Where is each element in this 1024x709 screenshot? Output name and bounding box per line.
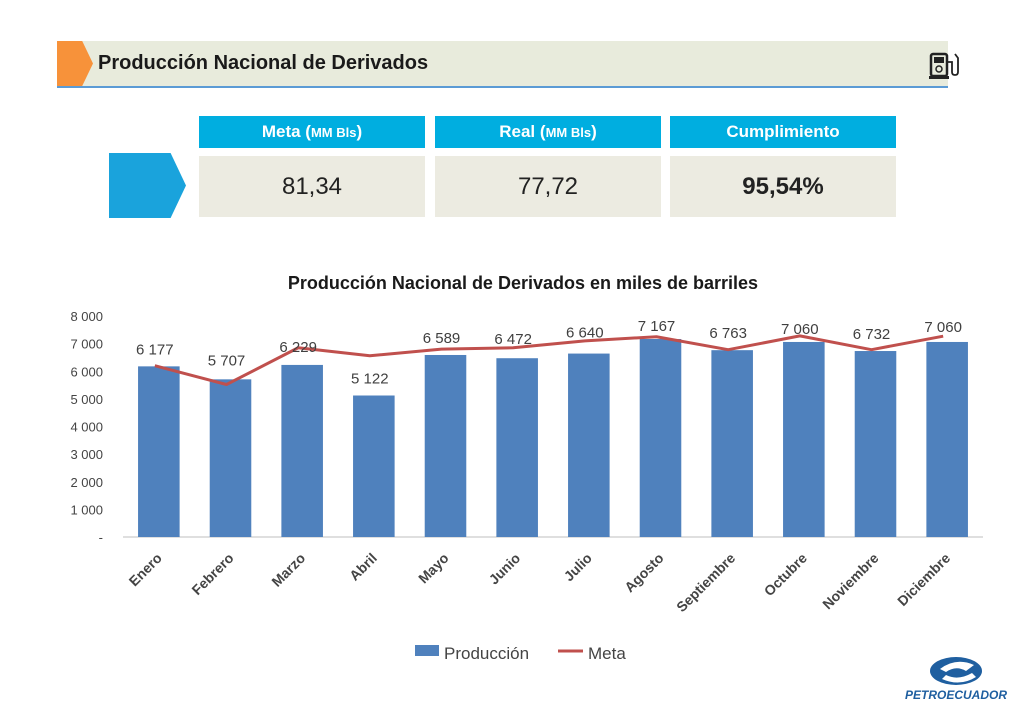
header-bar — [57, 41, 948, 86]
y-tick-label: 6 000 — [70, 364, 103, 379]
production-chart: Producción Nacional de Derivados en mile… — [70, 273, 983, 663]
kpi-cumplimiento-header: Cumplimiento — [670, 116, 896, 148]
kpi-cumplimiento-value: 95,54% — [670, 156, 896, 217]
kpi-real-header: Real (MM Bls) — [435, 116, 661, 148]
x-tick-label: Septiembre — [673, 550, 738, 615]
data-label: 6 732 — [853, 326, 891, 343]
data-label: 6 640 — [566, 325, 604, 342]
data-label: 6 472 — [494, 331, 532, 348]
data-label: 7 060 — [924, 319, 962, 336]
chart-title: Producción Nacional de Derivados en mile… — [288, 273, 758, 293]
x-tick-label: Mayo — [415, 550, 452, 587]
x-tick-label: Octubre — [761, 550, 810, 599]
data-label: 6 229 — [279, 339, 317, 356]
legend-label-produccion: Producción — [444, 644, 529, 663]
kpi-meta-header: Meta (MM Bls) — [199, 116, 425, 148]
data-label: 5 707 — [208, 352, 246, 369]
y-tick-label: 8 000 — [70, 309, 103, 324]
x-tick-label: Enero — [126, 550, 165, 589]
y-tick-label: 3 000 — [70, 447, 103, 462]
y-tick-label: - — [99, 530, 103, 545]
kpi-arrow — [109, 153, 186, 218]
data-label: 7 060 — [781, 321, 819, 338]
data-label: 6 589 — [423, 330, 461, 347]
x-tick-label: Marzo — [268, 550, 308, 590]
x-tick-label: Diciembre — [894, 550, 953, 609]
x-tick-label: Noviembre — [819, 550, 882, 613]
header-underline — [57, 86, 948, 88]
data-label: 6 177 — [136, 341, 174, 358]
kpi-real-value: 77,72 — [435, 156, 661, 217]
kpi-real-label: Real — [499, 122, 536, 141]
x-tick-label: Julio — [561, 550, 595, 584]
bar — [138, 366, 180, 537]
kpi-real-unit: MM Bls — [545, 124, 592, 140]
kpi-meta-value: 81,34 — [199, 156, 425, 217]
data-label: 6 763 — [709, 325, 747, 342]
y-tick-label: 7 000 — [70, 337, 103, 352]
petroecuador-logo: PETROECUADOR — [905, 657, 1007, 702]
x-tick-label: Junio — [486, 550, 524, 588]
fuel-pump-icon — [929, 52, 959, 79]
kpi-meta-unit: MM Bls — [310, 124, 357, 140]
x-tick-label: Febrero — [188, 550, 236, 598]
page-title: Producción Nacional de Derivados — [98, 52, 429, 74]
data-label: 7 167 — [638, 318, 676, 335]
meta-series-line — [154, 334, 944, 387]
bar — [926, 341, 968, 537]
x-tick-label: Agosto — [621, 550, 666, 595]
bar — [854, 351, 897, 537]
x-tick-label: Abril — [346, 550, 380, 584]
logo-text: PETROECUADOR — [905, 688, 1007, 702]
bar — [783, 341, 825, 537]
kpi-cumplimiento-label: Cumplimiento — [726, 122, 840, 141]
bar — [496, 358, 538, 537]
bar — [711, 350, 753, 537]
y-tick-label: 5 000 — [70, 392, 103, 407]
legend-label-meta: Meta — [588, 644, 626, 663]
y-tick-label: 4 000 — [70, 420, 103, 435]
legend-swatch-produccion — [415, 645, 439, 656]
bar — [639, 339, 682, 537]
bar — [424, 354, 467, 537]
bar — [209, 379, 252, 537]
data-label: 5 122 — [351, 371, 389, 388]
bar — [568, 353, 610, 537]
y-tick-label: 2 000 — [70, 475, 103, 490]
bar — [281, 364, 323, 537]
kpi-meta-label: Meta — [261, 122, 301, 141]
y-tick-label: 1 000 — [70, 502, 103, 517]
bar — [353, 395, 395, 537]
